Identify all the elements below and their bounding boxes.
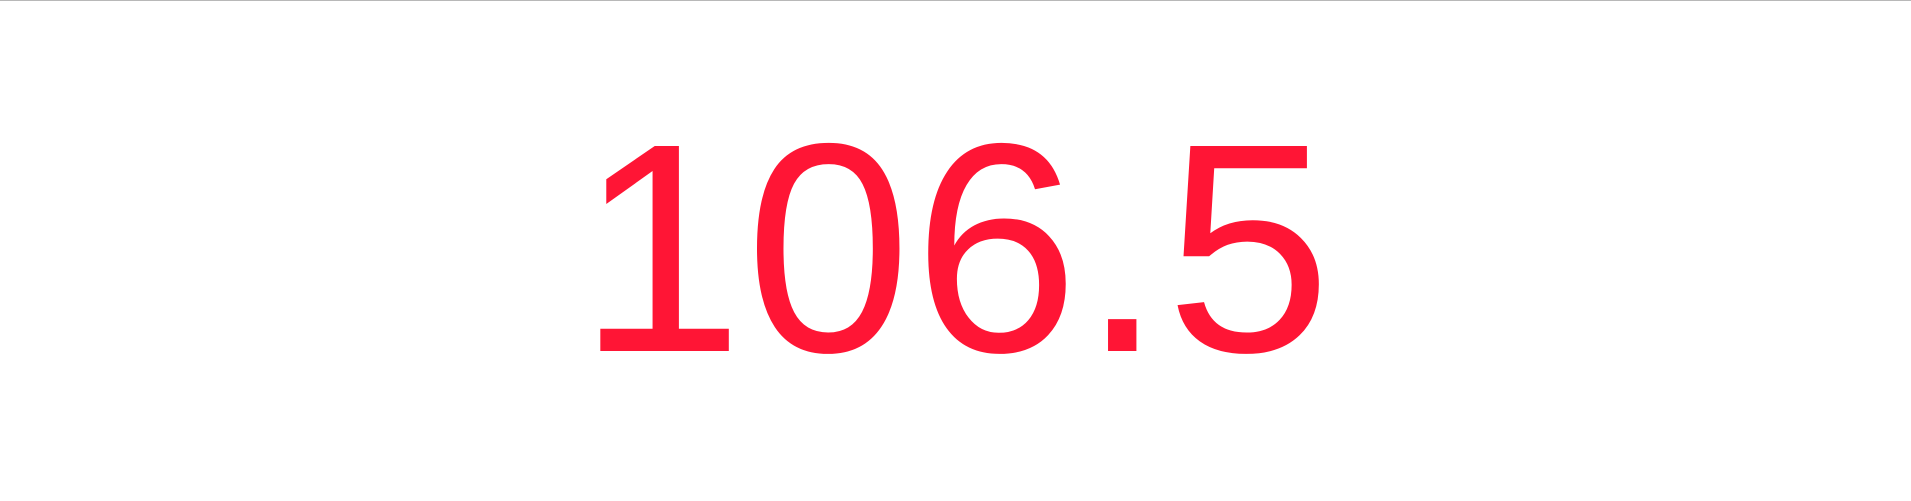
readout-container: 106.5 — [0, 100, 1911, 398]
numeric-readout-value: 106.5 — [577, 82, 1334, 415]
